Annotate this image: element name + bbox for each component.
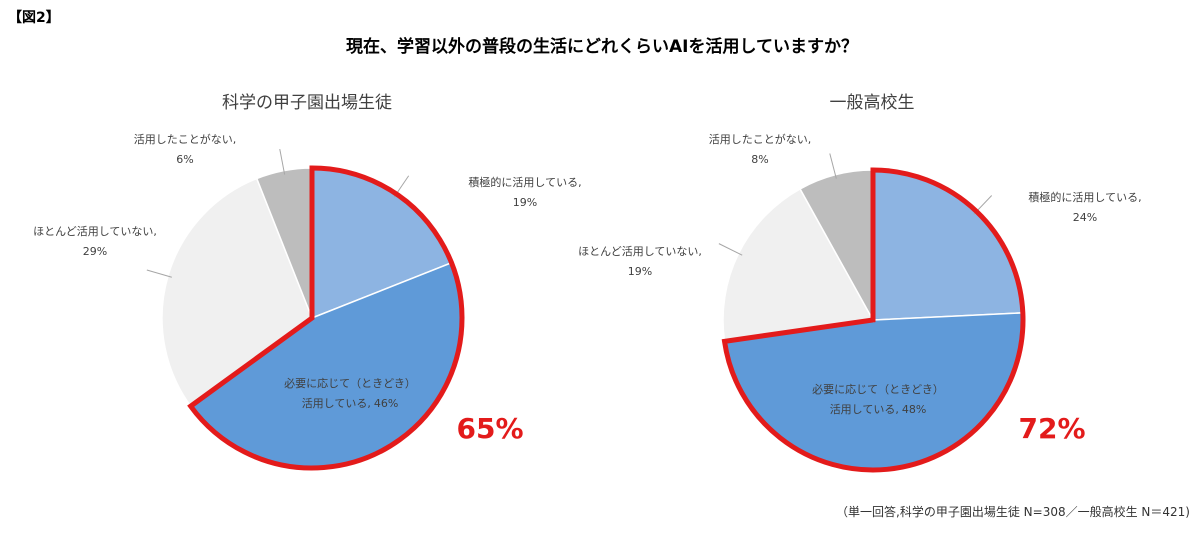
highlight-label: 65% — [456, 412, 523, 445]
highlight-outline — [187, 165, 465, 471]
highlight-label: 72% — [1018, 412, 1085, 445]
slice-value: 48% — [901, 403, 927, 416]
slice-category: 必要に応じて（ときどき）活用している, — [812, 383, 944, 416]
slice-label: 必要に応じて（ときどき）活用している, 48% — [808, 380, 948, 420]
slice-category: 活用したことがない, — [133, 133, 237, 146]
chart-title: 一般高校生 — [830, 93, 915, 113]
chart-title: 科学の甲子園出場生徒 — [222, 93, 392, 113]
slice-label: 活用したことがない, 8% — [690, 130, 830, 170]
slice-value: 29% — [82, 245, 108, 258]
leader-line — [279, 148, 286, 175]
slice-value: 19% — [627, 265, 653, 278]
slice-category: ほとんど活用していない, — [578, 245, 702, 258]
slice-value: 6% — [176, 153, 194, 166]
slice-label: ほとんど活用していない, 19% — [560, 242, 720, 282]
figure-label: 【図2】 — [8, 10, 60, 26]
slice-value: 24% — [1072, 211, 1098, 224]
slice-category: 活用したことがない, — [708, 133, 812, 146]
slice-label: 積極的に活用している, 19% — [455, 173, 595, 213]
slice-value: 19% — [512, 196, 538, 209]
slice-value: 46% — [373, 397, 399, 410]
highlight-outline — [721, 167, 1026, 473]
slice-category: 必要に応じて（ときどき）活用している, — [284, 377, 416, 410]
slice-label: 必要に応じて（ときどき）活用している, 46% — [280, 374, 420, 414]
slice-label: 積極的に活用している, 24% — [1015, 188, 1155, 228]
slice-value: 8% — [751, 153, 769, 166]
slice-category: ほとんど活用していない, — [33, 225, 157, 238]
slice-label: 活用したことがない, 6% — [115, 130, 255, 170]
main-title: 現在、学習以外の普段の生活にどれくらいAIを活用していますか？ — [346, 36, 858, 57]
leader-line — [718, 243, 743, 256]
slice-category: 積極的に活用している, — [1028, 191, 1142, 204]
note: （単一回答,科学の甲子園出場生徒 N=308／一般高校生 N＝421) — [836, 504, 1190, 519]
slice-category: 積極的に活用している, — [468, 176, 582, 189]
leader-line — [829, 153, 837, 179]
leader-line — [146, 269, 172, 278]
slice-label: ほとんど活用していない, 29% — [20, 222, 170, 262]
